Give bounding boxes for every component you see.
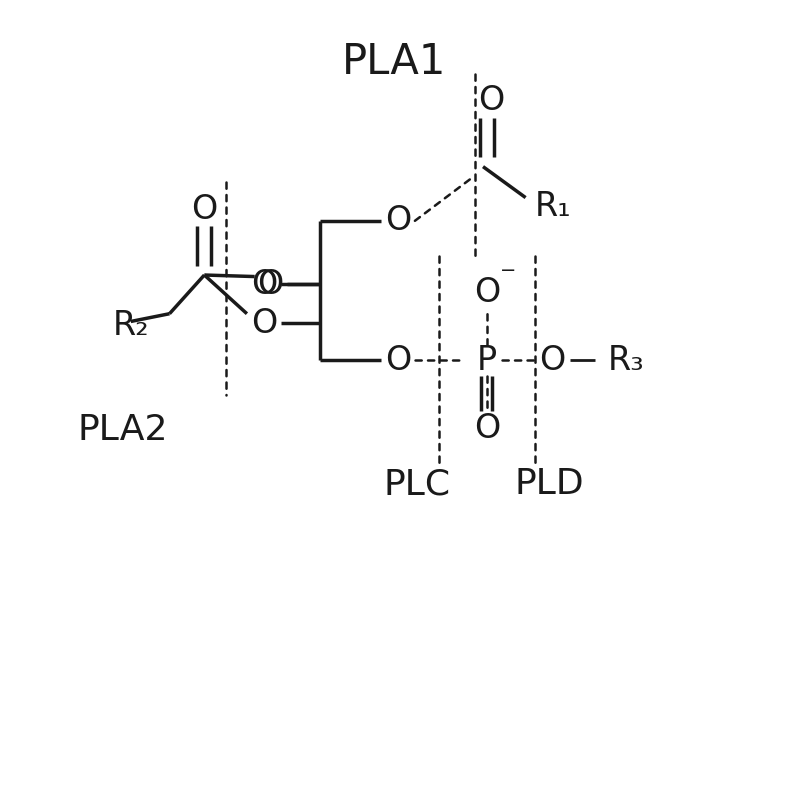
Text: PLC: PLC [384,467,451,501]
Text: P: P [477,344,497,377]
Text: O: O [478,85,504,118]
Text: R₂: R₂ [113,309,149,342]
Text: PLA1: PLA1 [342,41,446,83]
Text: O: O [540,344,566,377]
Text: O: O [257,268,283,301]
Text: O: O [385,344,411,377]
Text: O: O [474,276,500,309]
Text: R₁: R₁ [534,190,571,224]
Text: R₃: R₃ [608,344,645,377]
Text: O: O [251,307,277,340]
Text: O: O [385,205,411,237]
Text: O: O [191,193,217,226]
Text: O: O [251,268,277,301]
Text: −: − [500,261,517,280]
Text: O: O [474,412,500,445]
Text: PLA2: PLA2 [78,413,169,447]
Text: PLD: PLD [514,467,584,501]
